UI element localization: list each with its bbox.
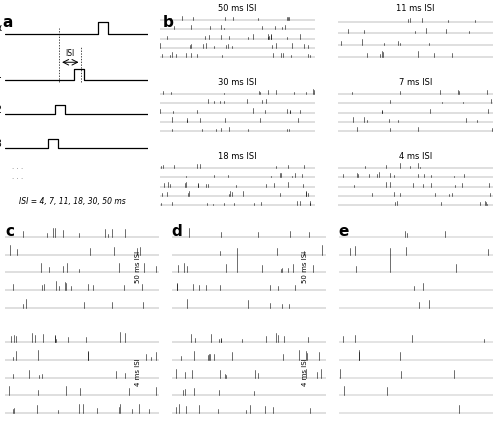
Text: C1: C1 xyxy=(0,70,2,80)
Text: α: α xyxy=(0,24,2,34)
Text: b: b xyxy=(163,15,174,29)
Text: 4 ms ISI: 4 ms ISI xyxy=(302,358,308,386)
Title: 50 ms ISI: 50 ms ISI xyxy=(218,3,256,13)
Title: 18 ms ISI: 18 ms ISI xyxy=(218,152,256,160)
Text: . . .: . . . xyxy=(12,174,23,180)
Text: c: c xyxy=(5,224,14,240)
Title: 11 ms ISI: 11 ms ISI xyxy=(396,3,435,13)
Text: 50 ms ISI: 50 ms ISI xyxy=(135,251,141,283)
Text: d: d xyxy=(172,224,183,240)
Text: 50 ms ISI: 50 ms ISI xyxy=(302,251,308,283)
Text: e: e xyxy=(339,224,349,240)
Text: a: a xyxy=(2,15,12,29)
Text: ISI = 4, 7, 11, 18, 30, 50 ms: ISI = 4, 7, 11, 18, 30, 50 ms xyxy=(19,197,126,206)
Title: 7 ms ISI: 7 ms ISI xyxy=(399,77,432,87)
Title: 30 ms ISI: 30 ms ISI xyxy=(218,77,256,87)
Text: 4 ms ISI: 4 ms ISI xyxy=(135,358,141,386)
Text: . . .: . . . xyxy=(12,164,23,170)
Text: ISI: ISI xyxy=(66,49,75,59)
Text: C2: C2 xyxy=(0,105,2,115)
Title: 4 ms ISI: 4 ms ISI xyxy=(399,152,432,160)
Text: C3: C3 xyxy=(0,139,2,149)
